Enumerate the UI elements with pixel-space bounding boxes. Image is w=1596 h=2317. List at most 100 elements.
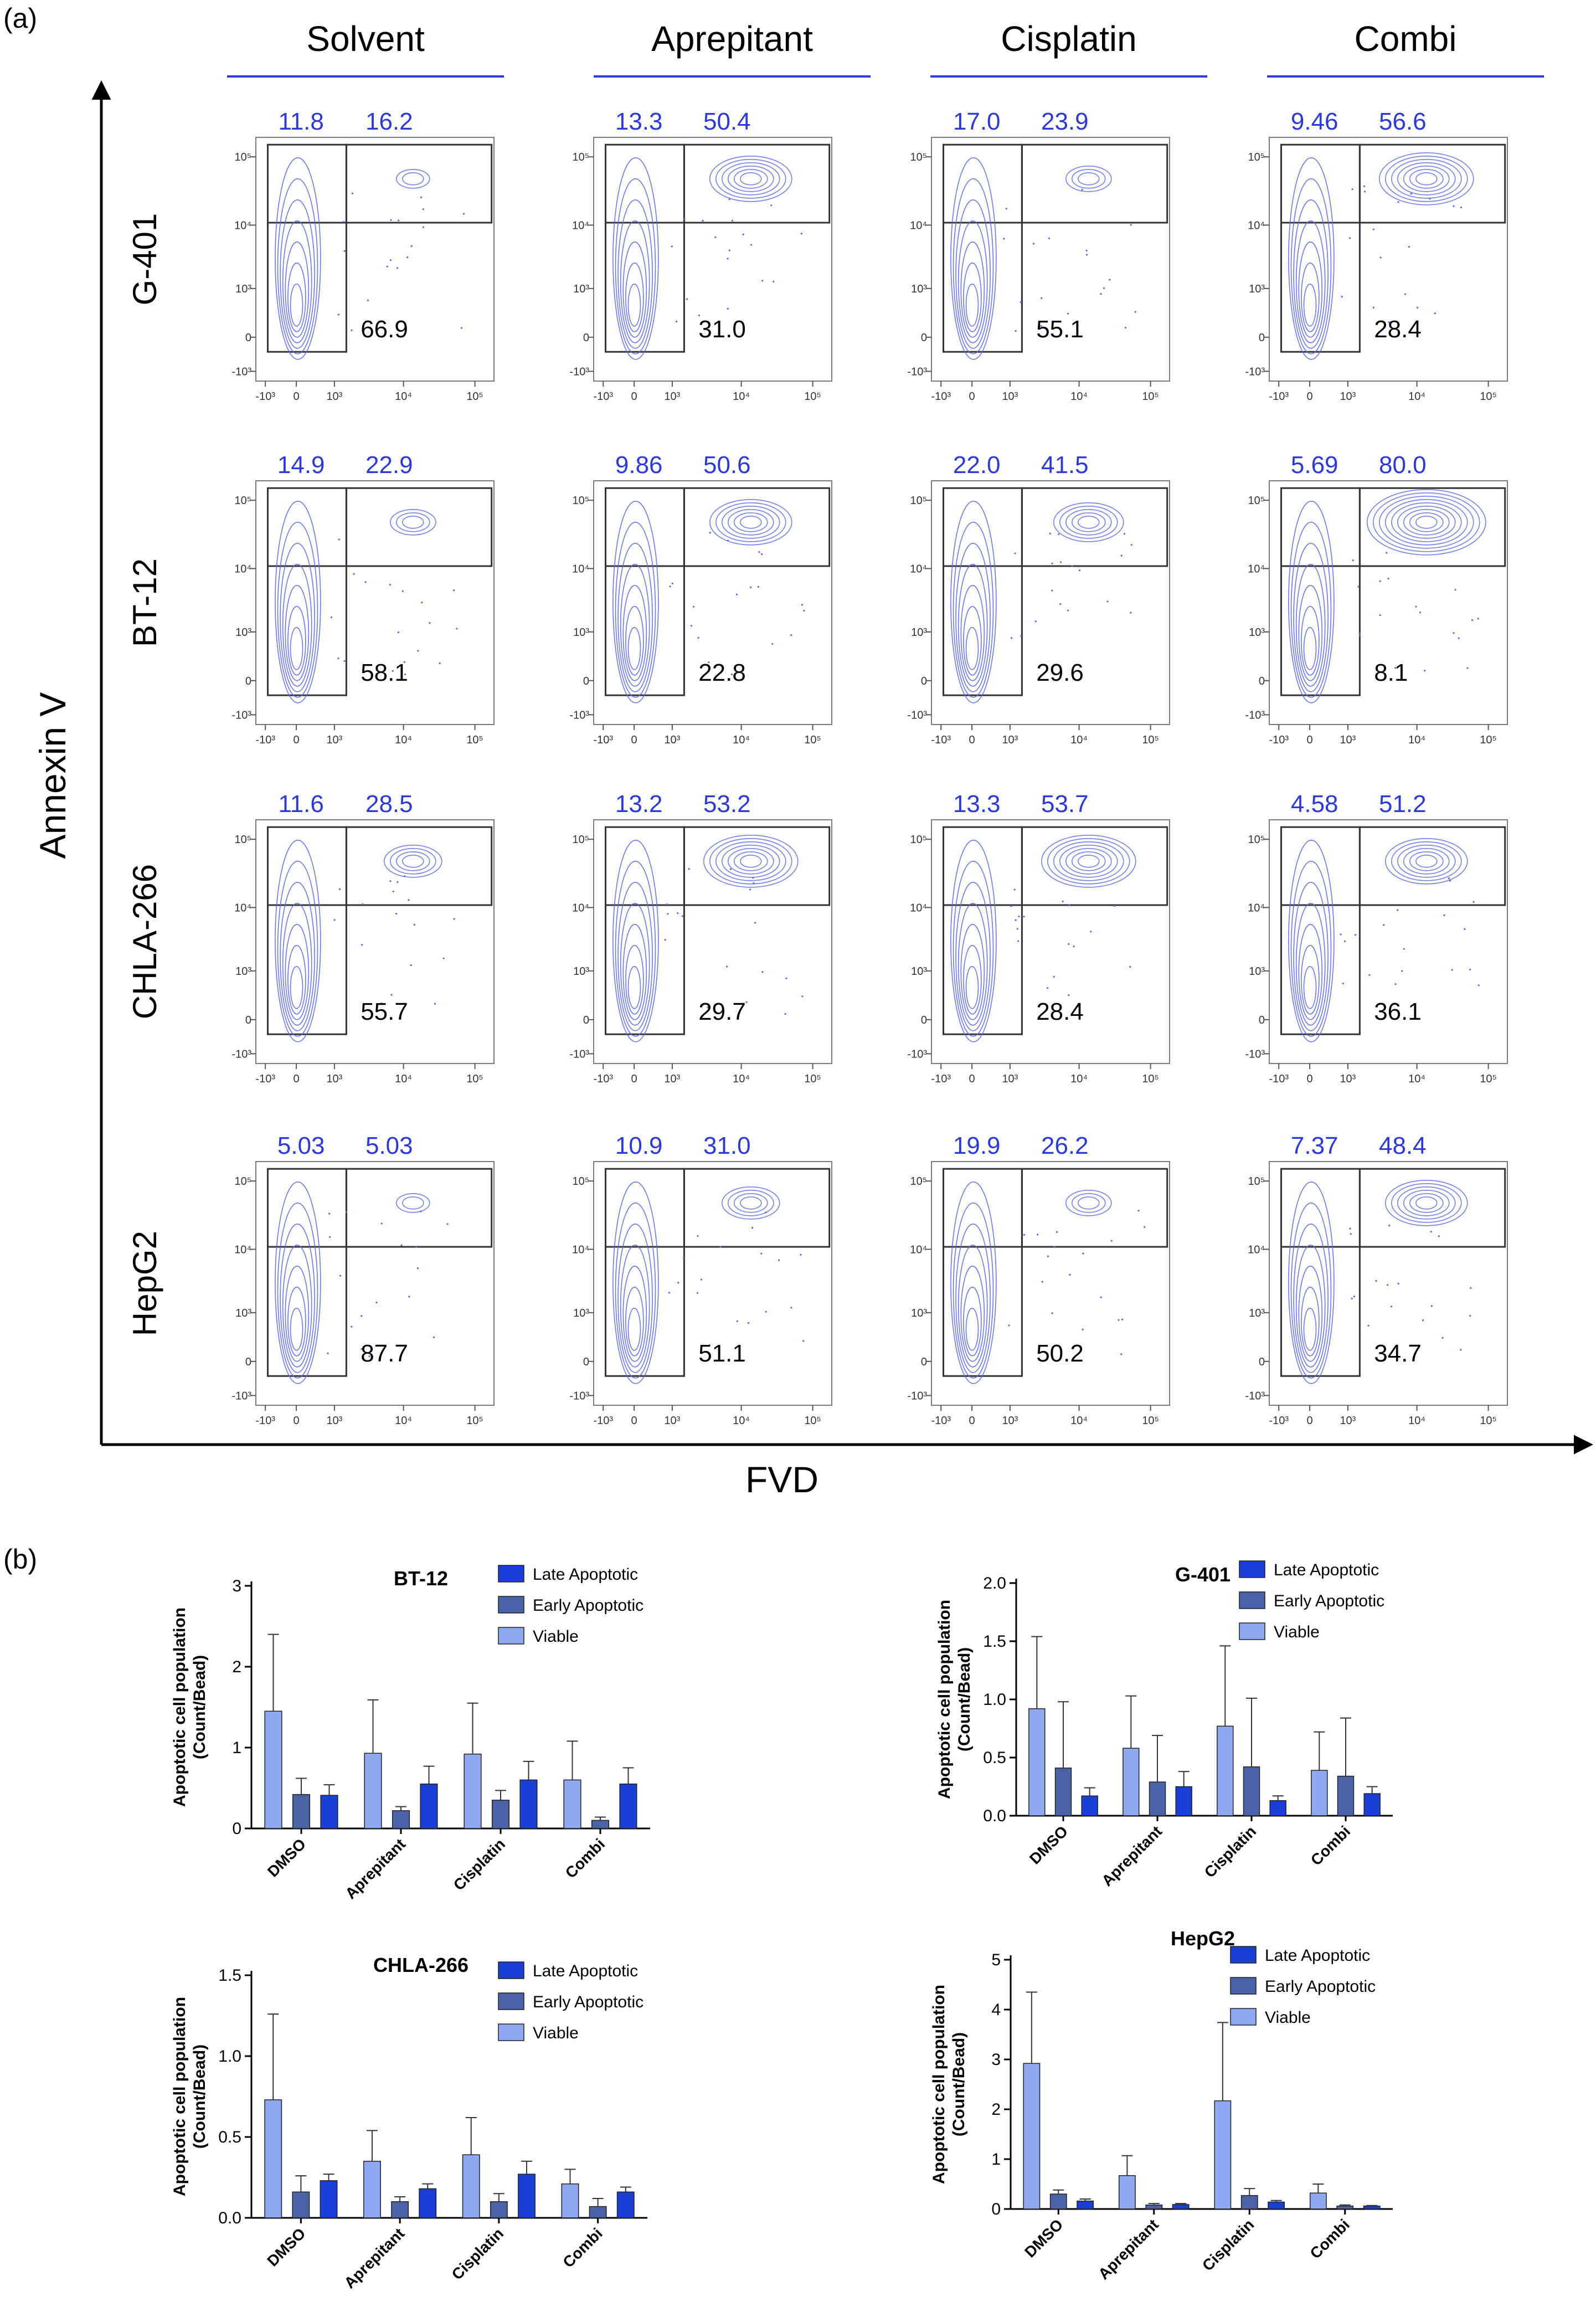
viable-percent: 28.4 (1374, 316, 1422, 343)
late-contour (1065, 165, 1112, 192)
event-dot (1010, 905, 1012, 907)
y-tick-label: -10³ (569, 709, 589, 721)
viable-percent: 55.1 (1036, 316, 1084, 343)
event-dot (719, 1246, 722, 1248)
bar-viable (462, 2154, 480, 2218)
y-tick-label: -10³ (1245, 709, 1265, 721)
event-dot (1422, 1319, 1424, 1322)
event-dot (760, 1252, 763, 1255)
x-tick-label-cisplatin: Cisplatin (1199, 2216, 1258, 2274)
viable-contour (280, 882, 315, 1031)
late-apoptotic-percent: 22.9 (365, 451, 413, 479)
event-dot (1383, 924, 1385, 926)
y-tick-label: 0 (245, 675, 251, 687)
late-contour (722, 1186, 780, 1220)
viable-contour (955, 543, 991, 692)
x-tick-label: 10⁴ (1070, 734, 1088, 746)
bar-viable (1123, 1748, 1140, 1816)
y-tick-label: 10⁵ (234, 1175, 251, 1188)
late-contour (740, 1196, 762, 1210)
y-tick-label: -10³ (569, 1048, 589, 1060)
event-dot (389, 583, 392, 586)
y-tick-label: 10⁵ (910, 834, 927, 846)
event-dot (761, 971, 764, 973)
x-tick-label: -10³ (931, 1073, 951, 1085)
y-tick-label: 10⁴ (910, 1244, 927, 1256)
y-tick-label: -10³ (907, 366, 927, 378)
event-dot (1008, 1324, 1010, 1327)
viable-contour (625, 1287, 644, 1357)
y-tick-label: 10⁵ (1248, 1175, 1265, 1188)
viable-percent: 28.4 (1036, 998, 1084, 1025)
viable-gate (605, 904, 685, 1035)
viable-contour (280, 543, 315, 692)
event-dot (801, 604, 804, 606)
event-dot (675, 320, 678, 323)
y-tick-label: 10³ (1249, 283, 1265, 295)
x-tick-label: -10³ (593, 1415, 613, 1427)
viable-contour (960, 1266, 985, 1362)
late-contour (1385, 838, 1468, 885)
event-dot (1355, 934, 1357, 936)
event-dot (351, 192, 354, 194)
bar-viable (464, 1753, 482, 1829)
y-tick-label: 5 (991, 1951, 1001, 1969)
event-dot (343, 250, 346, 252)
late-contour (1053, 502, 1124, 542)
x-tick-label-combi: Combi (562, 1835, 609, 1882)
event-dot (690, 624, 693, 627)
event-dot (752, 877, 754, 879)
event-dot (1404, 293, 1407, 295)
late-apoptotic-percent: 48.4 (1379, 1132, 1427, 1159)
late-contour (1409, 1193, 1444, 1213)
late-contour (395, 1193, 430, 1213)
event-dot (1403, 948, 1405, 950)
legend-swatch-viable (498, 2023, 524, 2041)
event-dot (1120, 554, 1123, 557)
event-dot (668, 1292, 671, 1294)
flow-plot-chla-266-combi: -10³ 0 10³ 10⁴ 10⁵ -10³ 0 10³ 10⁴ 10⁵ 4.58 51.2 36.1 (1245, 790, 1508, 1085)
y-tick-label: 1 (232, 1739, 241, 1757)
x-tick-label-aprepitant: Aprepitant (1098, 1822, 1165, 1889)
late-contour (722, 505, 780, 539)
late-contour (728, 1190, 774, 1216)
bar-early-apoptotic (589, 2206, 607, 2218)
flow-plot-bt-12-aprepitant: -10³ 0 10³ 10⁴ 10⁵ -10³ 0 10³ 10⁴ 10⁵ 9.86 50.6 22.8 (569, 451, 832, 746)
row-label-g-401: G-401 (126, 213, 163, 306)
y-tick-label: 0 (583, 675, 589, 687)
x-tick-label: -10³ (255, 1415, 275, 1427)
event-dot (398, 219, 400, 222)
x-tick-label: 0 (294, 391, 300, 403)
late-contour (1065, 1190, 1112, 1216)
event-dot (1477, 984, 1480, 987)
late-apoptotic-gate (1021, 1168, 1168, 1248)
late-contour (1397, 1186, 1456, 1220)
event-dot (765, 1211, 767, 1214)
late-contour (395, 168, 430, 189)
late-apoptotic-percent: 28.5 (365, 790, 413, 818)
event-dot (1358, 632, 1361, 634)
event-dot (1036, 1234, 1039, 1236)
late-contour (1379, 495, 1474, 549)
event-dot (1067, 609, 1069, 612)
viable-contour (963, 606, 982, 676)
event-dot (403, 661, 405, 663)
x-tick-label-combi: Combi (559, 2224, 606, 2271)
late-apoptotic-gate (683, 143, 831, 224)
viable-percent: 34.7 (1374, 1340, 1422, 1367)
y-tick-label: 10³ (911, 965, 927, 978)
x-tick-label: 0 (1307, 1415, 1313, 1427)
early-apoptotic-percent: 9.46 (1291, 108, 1338, 135)
late-contour (1409, 851, 1444, 871)
x-tick-label: 10⁵ (1142, 734, 1159, 746)
event-dot (1430, 1231, 1432, 1233)
legend-swatch-viable (1239, 1622, 1265, 1640)
event-dot (1059, 561, 1062, 563)
y-tick-label: 0 (1259, 1014, 1265, 1026)
event-dot (1379, 614, 1381, 617)
x-tick-label: 10³ (326, 734, 342, 746)
viable-percent: 55.7 (361, 998, 408, 1025)
event-dot (327, 1352, 329, 1354)
x-tick-label: 0 (294, 734, 300, 746)
flow-plot-hepg2-aprepitant: -10³ 0 10³ 10⁴ 10⁵ -10³ 0 10³ 10⁴ 10⁵ 10.9 31.0 51.1 (569, 1132, 832, 1427)
